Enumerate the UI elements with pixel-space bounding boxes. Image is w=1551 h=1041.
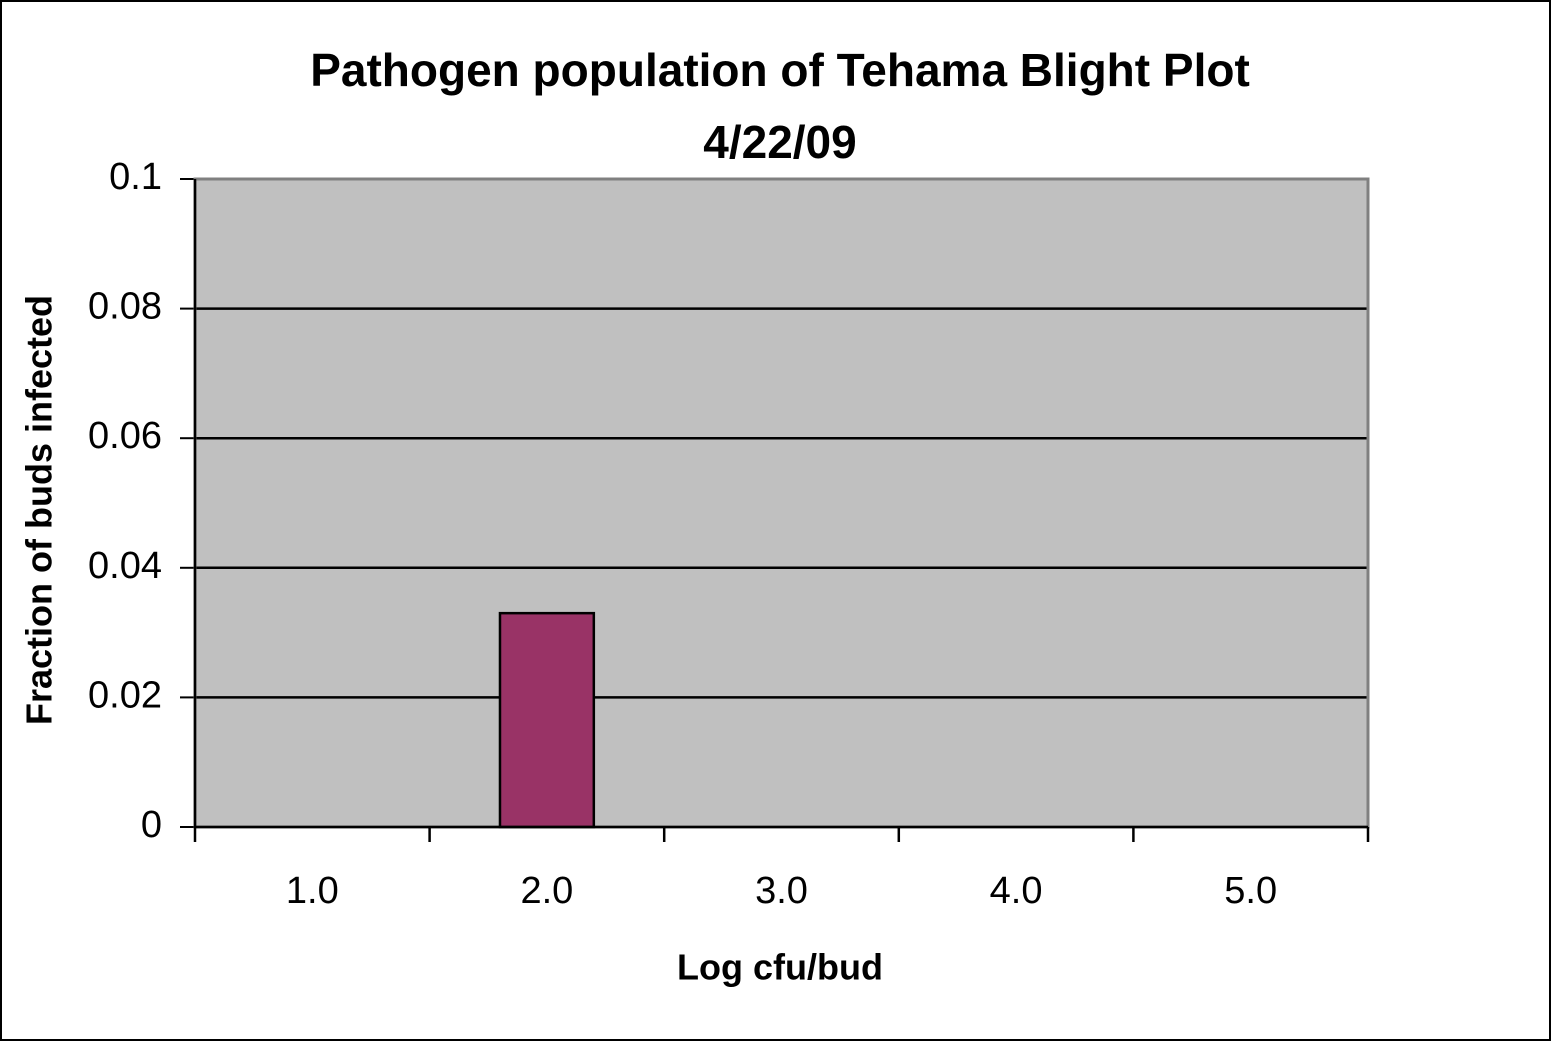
x-tick-label: 2.0 xyxy=(520,870,573,912)
chart-title: Pathogen population of Tehama Blight Plo… xyxy=(310,44,1250,96)
y-tick-label: 0.06 xyxy=(88,415,162,457)
chart-subtitle: 4/22/09 xyxy=(703,116,856,168)
y-axis-label: Fraction of buds infected xyxy=(19,295,60,725)
x-tick-label: 3.0 xyxy=(755,870,808,912)
y-tick-label: 0.08 xyxy=(88,286,162,328)
x-tick-label: 1.0 xyxy=(286,870,339,912)
x-tick-label: 5.0 xyxy=(1224,870,1277,912)
plot-area xyxy=(195,179,1368,827)
y-tick-label: 0.02 xyxy=(88,674,162,716)
y-tick-label: 0.1 xyxy=(109,156,162,198)
y-tick-label: 0.04 xyxy=(88,545,162,587)
y-tick-label: 0 xyxy=(141,804,162,846)
bar xyxy=(498,611,596,829)
x-axis-label: Log cfu/bud xyxy=(677,947,883,988)
x-tick-label: 4.0 xyxy=(990,870,1043,912)
